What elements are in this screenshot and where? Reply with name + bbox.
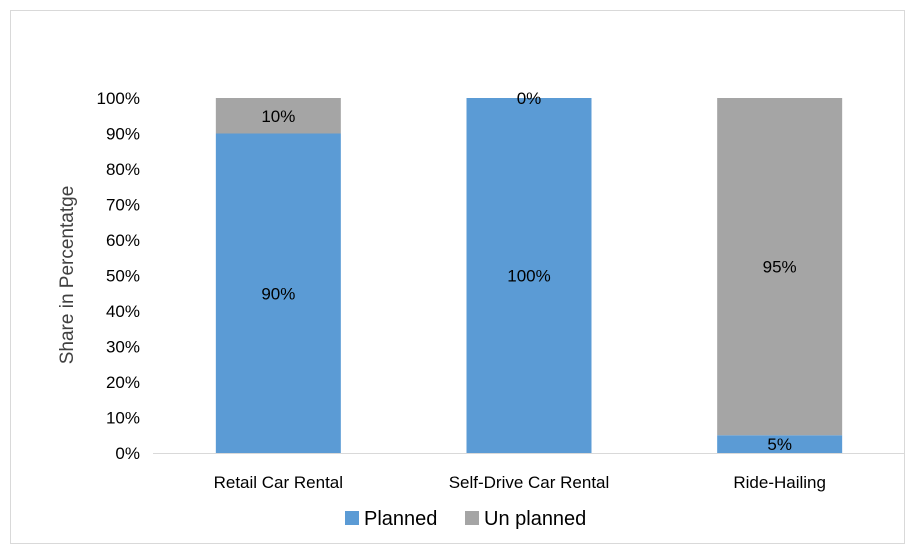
y-tick-label: 100% [97, 89, 140, 108]
y-tick-label: 30% [106, 338, 140, 357]
y-tick-label: 40% [106, 302, 140, 321]
legend-label: Un planned [484, 508, 586, 530]
data-label: 5% [767, 435, 792, 454]
legend-swatch [465, 511, 479, 525]
legend-swatch [345, 511, 359, 525]
bar-segment [466, 98, 592, 453]
y-tick-label: 20% [106, 373, 140, 392]
legend: Planned Un planned [345, 508, 586, 530]
y-tick-label: 70% [106, 196, 140, 215]
bar-segment [717, 435, 843, 453]
data-label: 0% [517, 89, 542, 108]
y-tick-label: 10% [106, 409, 140, 428]
bar-segment [215, 133, 341, 453]
data-label: 10% [261, 107, 295, 126]
legend-label: Planned [364, 508, 437, 530]
y-axis-ticks: 0% 10% 20% 30% 40% 50% 60% 70% 80% 90% 100% [97, 89, 140, 463]
y-tick-label: 50% [106, 267, 140, 286]
y-tick-label: 0% [115, 444, 140, 463]
bar-segment [215, 98, 341, 134]
y-axis-label: Share in Percentatge [57, 186, 78, 365]
y-tick-label: 60% [106, 231, 140, 250]
x-tick-label: Self-Drive Car Rental [449, 473, 610, 492]
x-tick-label: Ride-Hailing [733, 473, 826, 492]
x-tick-label: Retail Car Rental [214, 473, 343, 492]
data-label: 95% [763, 258, 797, 277]
data-label: 100% [507, 267, 550, 286]
y-tick-label: 90% [106, 125, 140, 144]
bar-segment [717, 98, 843, 436]
bars: 90% 10% 100% 0% 5% 95% [215, 89, 843, 454]
x-axis-ticks: Retail Car Rental Self-Drive Car Rental Ri… [214, 473, 826, 492]
data-label: 90% [261, 284, 295, 303]
y-tick-label: 80% [106, 160, 140, 179]
